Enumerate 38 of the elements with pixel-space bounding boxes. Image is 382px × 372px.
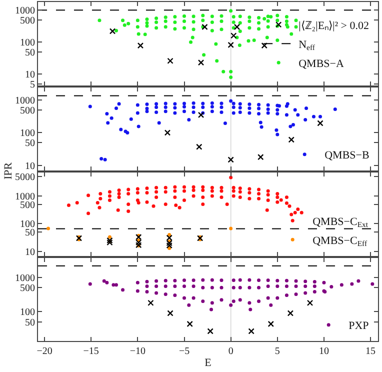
x-tick-label: 5 (274, 346, 280, 357)
x-tick-label: −15 (83, 346, 99, 357)
y-tick-label: 1000 (15, 191, 35, 202)
x-tick-label: 15 (366, 346, 376, 357)
x-axis-title: E (204, 357, 212, 370)
legend-label: QMBS−A (298, 58, 344, 70)
y-tick-label: 5000 (15, 172, 35, 184)
legend-label: PXP (348, 320, 369, 332)
x-tick-label: −10 (130, 346, 146, 357)
y-tick-label: 10 (25, 70, 35, 81)
legend-label: QMBS−C$_{Eff}$ (312, 234, 368, 248)
y-tick-label: 1000 (15, 272, 35, 284)
y-tick-label: 500 (20, 283, 35, 294)
y-tick-label: 1000 (15, 95, 35, 106)
x-tick-label: −5 (178, 346, 190, 357)
y-tick-label: 10 (25, 246, 35, 258)
y-tick-label: 500 (20, 105, 35, 116)
x-tick-label: −20 (36, 346, 52, 357)
x-tick-label: 0 (228, 346, 234, 357)
legend-label: QMBS−C$_{Ext}$ (312, 216, 369, 230)
legend-label: QMBS−B (324, 150, 370, 162)
legend-label: |⟨ℤ₂|Eₙ⟩|² > 0.02 (298, 20, 370, 32)
y-tick-label: 5 (30, 79, 35, 90)
legend-label: N$_{eff}$ (298, 38, 316, 52)
y-axis-title: IPR (2, 162, 14, 180)
y-tick-label: 100 (20, 38, 35, 49)
y-tick-label: 50 (25, 47, 35, 58)
y-tick-label: 10 (25, 160, 35, 172)
y-tick-label: 500 (20, 200, 35, 211)
y-tick-label: 50 (25, 138, 35, 150)
y-tick-label: 50 (25, 318, 35, 328)
y-tick-label: 100 (20, 128, 35, 140)
y-tick-label: 100 (20, 219, 35, 230)
y-tick-label: 50 (25, 228, 35, 239)
x-tick-label: 10 (318, 346, 329, 357)
y-tick-label: 500 (20, 15, 35, 26)
y-tick-label: 1000 (15, 6, 35, 17)
y-tick-label: 100 (20, 307, 35, 318)
